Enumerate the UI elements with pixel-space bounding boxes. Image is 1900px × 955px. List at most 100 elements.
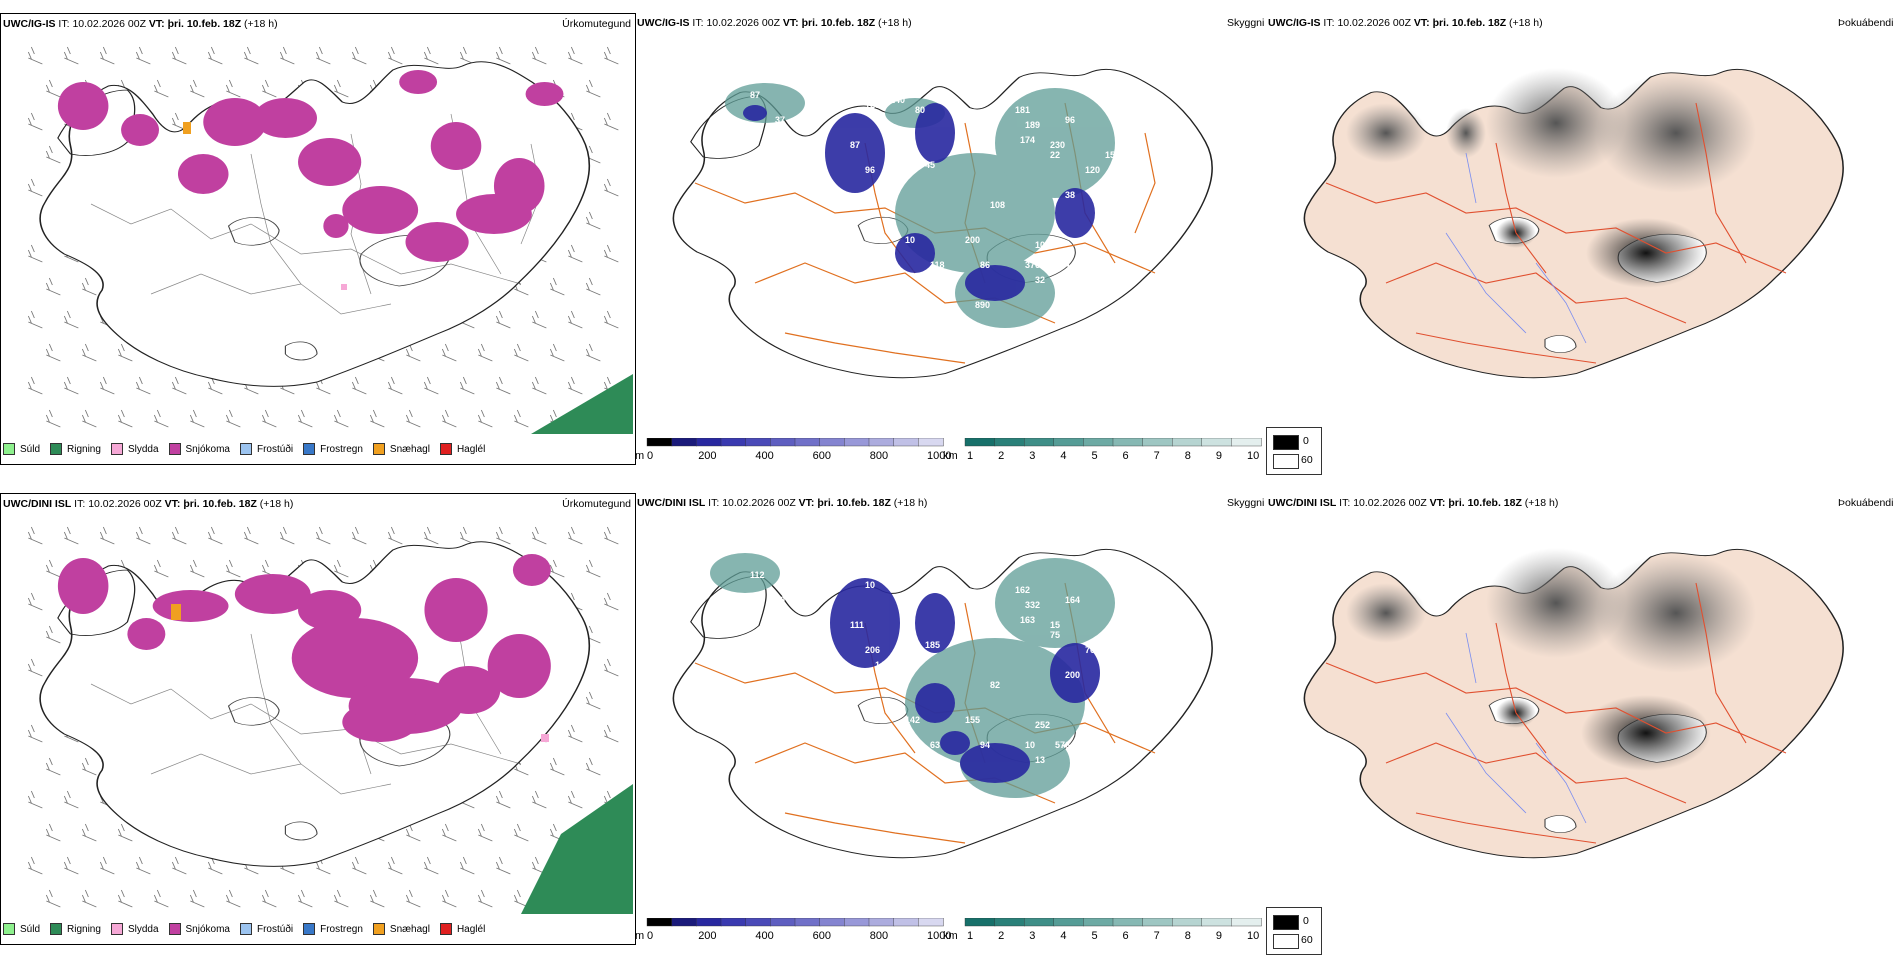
- wind-barb: [225, 559, 241, 578]
- wind-barb: [45, 409, 61, 428]
- visibility-swatch: [1231, 918, 1262, 927]
- wind-barb: [477, 409, 493, 428]
- wind-barb: [531, 790, 547, 809]
- visibility-value: 96: [865, 165, 875, 175]
- vt-value: þri. 10.feb. 18Z: [801, 17, 876, 29]
- it-label: IT:: [692, 17, 704, 29]
- wind-barb: [45, 145, 61, 164]
- ceiling-swatch: [646, 918, 673, 927]
- visibility-swatch: [1112, 438, 1144, 447]
- wind-barb: [513, 823, 529, 842]
- legend-swatch: [50, 443, 63, 455]
- wind-barb: [603, 658, 619, 677]
- wind-barb: [63, 376, 79, 395]
- it-label: IT:: [58, 18, 70, 30]
- wind-barb: [63, 46, 79, 65]
- visibility-value: 103: [875, 725, 890, 735]
- wind-barb: [477, 889, 493, 908]
- it-label: IT:: [1323, 17, 1335, 29]
- wind-barb: [171, 856, 187, 875]
- visibility-tick: 4: [1060, 930, 1066, 942]
- wind-barb: [243, 526, 259, 545]
- legend-label: Súld: [20, 443, 41, 455]
- visibility-value: 37: [775, 115, 785, 125]
- legend-item: Frostregn: [303, 443, 363, 455]
- legend-item: Frostregn: [303, 923, 363, 935]
- visibility-tick: 9: [1216, 930, 1222, 942]
- visibility-value: 142: [905, 715, 920, 725]
- ceiling-tick: 1000: [927, 930, 951, 942]
- wind-barb: [603, 178, 619, 197]
- legend-item: Slydda: [110, 923, 159, 935]
- ceiling-tick: 0: [647, 930, 653, 942]
- visibility-swatch: [1024, 438, 1055, 447]
- wind-barb: [81, 343, 97, 362]
- wind-barb: [585, 79, 601, 98]
- visibility-value: 94: [980, 740, 990, 750]
- wind-barb: [585, 277, 601, 296]
- wind-barb: [603, 310, 619, 329]
- wind-barb: [567, 376, 583, 395]
- ice-pellets-patch: [183, 122, 191, 134]
- wind-barb: [225, 889, 241, 908]
- wind-barb: [117, 889, 133, 908]
- precip-legend: Súld Rigning Slydda Snjókoma Frostúði Frostre…: [3, 918, 485, 940]
- panel-header: UWC/DINI ISL IT: 10.02.2026 00Z VT: þri.…: [1268, 497, 1558, 509]
- snow-area: [152, 590, 229, 622]
- wind-barb: [567, 46, 583, 65]
- wind-barb: [603, 46, 619, 65]
- vt-value: þri. 10.feb. 18Z: [183, 498, 257, 510]
- wind-barb: [297, 889, 313, 908]
- visibility-unit: km: [943, 930, 958, 942]
- legend-swatch: [439, 443, 452, 455]
- wind-barb: [405, 889, 421, 908]
- visibility-value: 200: [1065, 670, 1080, 680]
- wind-barb: [567, 244, 583, 263]
- ceiling-tick: 200: [698, 450, 716, 462]
- visibility-labels: 87 37 10 129 140 80 87 74 96 121 45 83 92 156 181 189 96…: [730, 85, 1120, 310]
- vt-value: þri. 10.feb. 18Z: [167, 18, 242, 30]
- it-value: 10.02.2026 00Z: [72, 18, 146, 30]
- visibility-swatch: [1053, 438, 1085, 447]
- wind-barb: [333, 559, 349, 578]
- legend-label: Haglél: [456, 923, 486, 935]
- visibility-tick: 3: [1029, 450, 1035, 462]
- wind-barb: [549, 343, 565, 362]
- legend-label: Súld: [20, 923, 41, 935]
- wind-barb: [603, 724, 619, 743]
- fog-index-areas: [1346, 68, 1756, 288]
- model-name: UWC/DINI ISL: [3, 498, 72, 510]
- visibility-value: 181: [1015, 105, 1030, 115]
- snow-area: [342, 702, 419, 742]
- visibility-value: 108: [990, 200, 1005, 210]
- ceiling-tick: 600: [813, 930, 831, 942]
- lead-time: (+18 h): [878, 17, 912, 29]
- wind-barb: [63, 856, 79, 875]
- ceiling-swatch: [868, 918, 895, 927]
- wind-barb: [369, 889, 385, 908]
- visibility-value: 15: [1050, 620, 1060, 630]
- snow-area: [525, 82, 564, 106]
- ceiling-swatch: [844, 918, 870, 927]
- precip-panel-2: UWC/DINI ISL IT: 10.02.2026 00Z VT: þri.…: [0, 493, 636, 945]
- snow-area: [177, 154, 229, 194]
- ceiling-tick: 1000: [927, 450, 951, 462]
- wind-barb: [27, 790, 43, 809]
- fog-legend-max: 60: [1301, 934, 1313, 946]
- snow-area: [323, 214, 349, 238]
- visibility-value: 86: [980, 260, 990, 270]
- legend-label: Frostúði: [256, 923, 294, 935]
- wind-barb: [27, 310, 43, 329]
- fog-map: [1266, 33, 1896, 438]
- road-network: [90, 113, 542, 315]
- snow-area: [424, 578, 488, 642]
- wind-barb: [261, 889, 277, 908]
- fog-title: Þokuábendi: [1838, 497, 1894, 509]
- wind-barb: [477, 823, 493, 842]
- wind-barb: [603, 244, 619, 263]
- snow-area: [298, 138, 362, 186]
- fog-panel-2: UWC/DINI ISL IT: 10.02.2026 00Z VT: þri.…: [1266, 493, 1900, 955]
- wind-barb: [531, 526, 547, 545]
- ceiling-swatch: [794, 918, 821, 927]
- legend-swatch: [50, 923, 63, 935]
